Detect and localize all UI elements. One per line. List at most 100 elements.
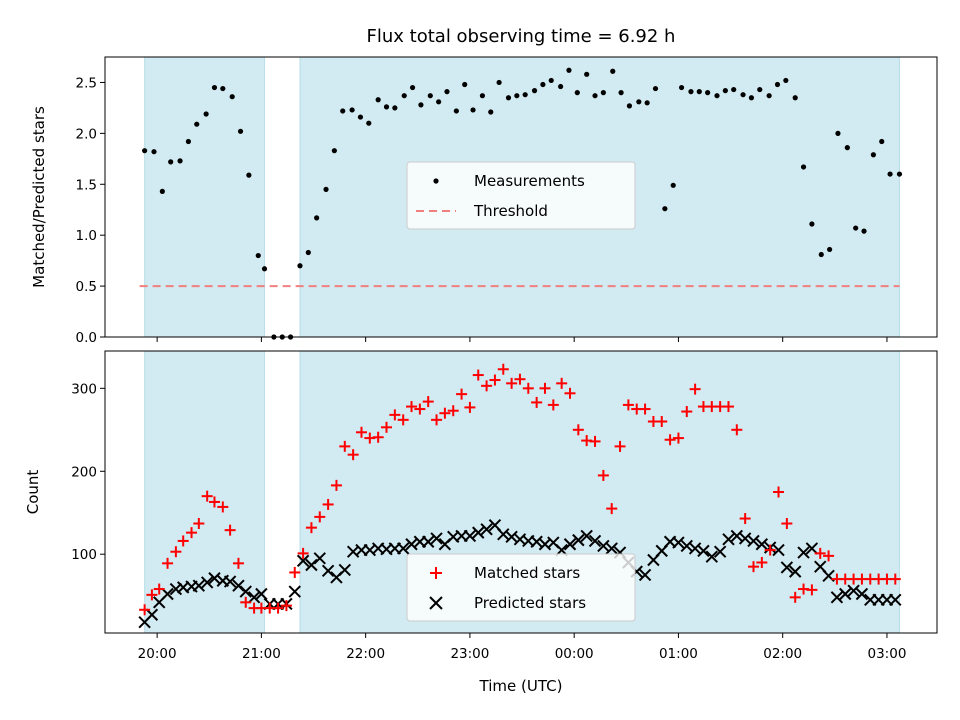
flux-ratio-panel: Flux total observing time = 6.92 h 0.00.… (30, 26, 938, 346)
measurement-point (194, 121, 200, 127)
predicted-star-point (772, 543, 785, 557)
predicted-star-point (805, 542, 819, 555)
matched-star-point (481, 380, 493, 392)
predicted-star-point (730, 529, 744, 543)
predicted-stars-points (138, 518, 902, 629)
bottom-ytick-label: 100 (71, 547, 97, 563)
predicted-star-point (722, 533, 735, 546)
matched-star-point (153, 583, 165, 595)
measurement-point (462, 81, 468, 88)
predicted-star-point (463, 529, 477, 543)
measurement-point (185, 138, 192, 145)
matched-star-point (472, 369, 484, 381)
predicted-star-point (563, 538, 577, 551)
matched-star-point (201, 490, 213, 502)
measurement-point (662, 206, 668, 212)
matched-star-point (597, 469, 609, 481)
matched-star-point (589, 435, 601, 447)
predicted-star-point (889, 593, 902, 607)
measurement-point (168, 159, 174, 165)
matched-star-point (162, 557, 174, 569)
measurement-point (574, 90, 580, 96)
matched-star-point (272, 602, 284, 614)
measurement-point (618, 90, 624, 96)
measurement-point (305, 249, 311, 256)
predicted-star-point (847, 584, 860, 597)
predicted-star-point (480, 523, 493, 536)
measurement-point (861, 228, 867, 234)
measurement-point (237, 128, 244, 134)
predicted-star-point (830, 591, 844, 604)
predicted-star-point (169, 582, 183, 596)
predicted-star-point (192, 579, 206, 592)
predicted-star-point (200, 576, 214, 589)
measurement-point (401, 93, 407, 99)
measurement-point (418, 102, 424, 108)
measurement-point (142, 148, 148, 154)
predicted-star-point (797, 546, 810, 559)
measurement-point (610, 68, 616, 74)
bottom-ytick-label: 300 (71, 381, 97, 397)
predicted-star-point (430, 532, 443, 545)
predicted-star-point (338, 563, 352, 577)
matched-star-point (217, 501, 229, 513)
predicted-star-point (855, 587, 869, 601)
measurement-point (748, 95, 755, 101)
measurement-point (774, 81, 781, 88)
measurement-point (584, 71, 590, 77)
predicted-star-point (497, 528, 510, 541)
bottom-legend-box (406, 553, 636, 622)
matched-star-point (193, 518, 205, 530)
measurement-point (652, 85, 659, 92)
predicted-star-point (296, 554, 310, 568)
matched-star-point (305, 522, 317, 534)
predicted-star-point (638, 568, 652, 582)
predicted-star-point (680, 539, 693, 553)
top-ytick-label: 2.0 (76, 126, 97, 142)
matched-stars-points (139, 363, 901, 616)
xtick-label: 02:00 (763, 646, 802, 662)
predicted-star-point (705, 550, 719, 563)
measurement-point (392, 105, 398, 111)
measurement-point (331, 148, 337, 154)
bottom-legend: Matched stars Predicted stars (406, 553, 636, 622)
matched-star-point (422, 396, 434, 408)
matched-star-point (280, 600, 292, 612)
matched-star-point (431, 414, 443, 426)
matched-star-point (397, 414, 409, 426)
matched-star-point (672, 432, 684, 444)
matched-star-point (514, 373, 526, 385)
measurement-point (375, 97, 381, 103)
measurement-point (522, 92, 528, 98)
matched-star-point (372, 431, 384, 443)
measurement-point (427, 93, 433, 99)
legend-matched-marker (430, 567, 442, 579)
matched-star-point (456, 388, 468, 400)
matched-star-point (297, 547, 309, 559)
measurement-point (323, 186, 329, 192)
matched-star-point (186, 527, 198, 539)
top-axes-frame (104, 56, 938, 338)
matched-star-point (289, 566, 301, 578)
matched-star-point (170, 546, 182, 558)
matched-star-point (339, 440, 351, 452)
measurement-point (255, 252, 261, 259)
matched-star-point (814, 547, 826, 559)
measurement-point (783, 77, 789, 84)
top-x-ticks (156, 337, 888, 342)
measurement-point (261, 266, 268, 272)
bottom-y-axis-label: Count (24, 470, 42, 515)
measurement-point (600, 90, 606, 96)
matched-star-point (773, 486, 785, 498)
measurement-point (383, 104, 390, 110)
measurement-point (177, 158, 183, 164)
predicted-star-point (788, 565, 802, 578)
measurement-point (740, 92, 746, 98)
measurement-point (670, 182, 676, 188)
measurement-point (220, 85, 226, 92)
matched-star-point (823, 550, 835, 562)
matched-star-point (606, 503, 618, 515)
matched-star-point (447, 405, 459, 417)
top-ytick-label: 1.5 (76, 177, 97, 193)
